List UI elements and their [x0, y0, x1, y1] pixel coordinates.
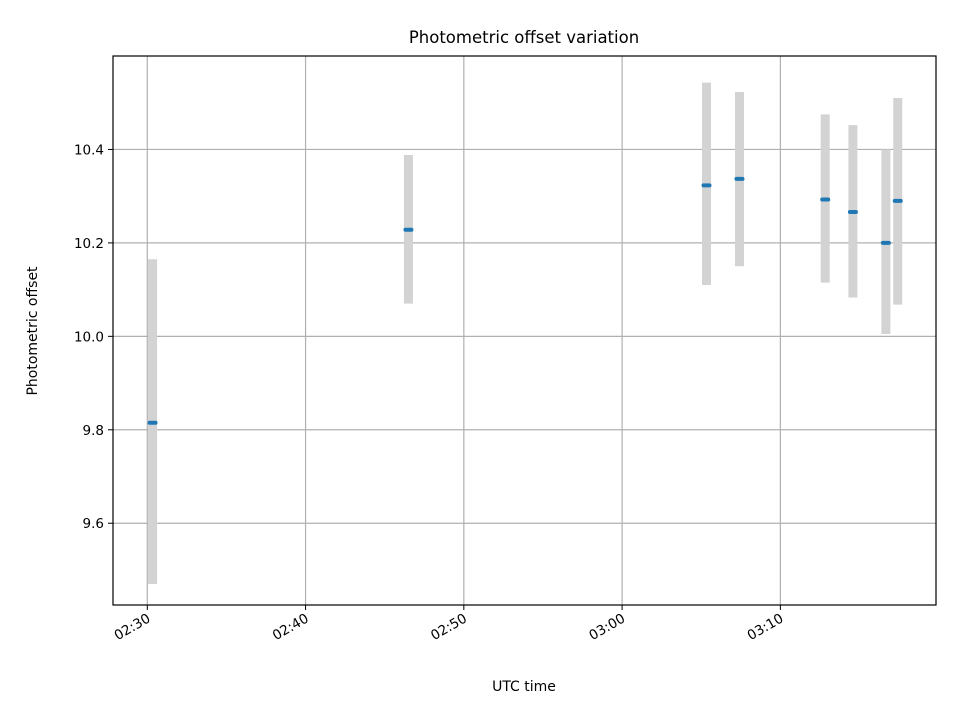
- grid: [113, 56, 936, 605]
- x-tick-label: 02:50: [428, 611, 470, 644]
- x-tick-label: 02:40: [270, 611, 312, 644]
- y-tick-label: 10.2: [74, 236, 104, 252]
- chart-title: Photometric offset variation: [409, 28, 639, 47]
- x-tick-label: 02:30: [112, 611, 154, 644]
- data-points: [147, 176, 903, 425]
- plot-frame: [112, 55, 937, 606]
- x-tick-label: 03:00: [586, 611, 628, 644]
- x-axis-label: UTC time: [492, 679, 556, 695]
- y-tick-label: 10.0: [74, 329, 104, 345]
- y-tick-label: 10.4: [74, 142, 104, 158]
- x-tick-label: 03:10: [745, 611, 787, 644]
- y-tick-label: 9.6: [83, 516, 104, 532]
- y-axis-ticks: 9.6 9.8 10.0 10.2 10.4: [74, 142, 113, 532]
- y-axis-label: Photometric offset: [25, 266, 41, 396]
- y-tick-label: 9.8: [83, 423, 104, 439]
- error-bars: [148, 82, 903, 584]
- x-axis-ticks: 02:30 02:40 02:50 03:00 03:10: [112, 605, 787, 644]
